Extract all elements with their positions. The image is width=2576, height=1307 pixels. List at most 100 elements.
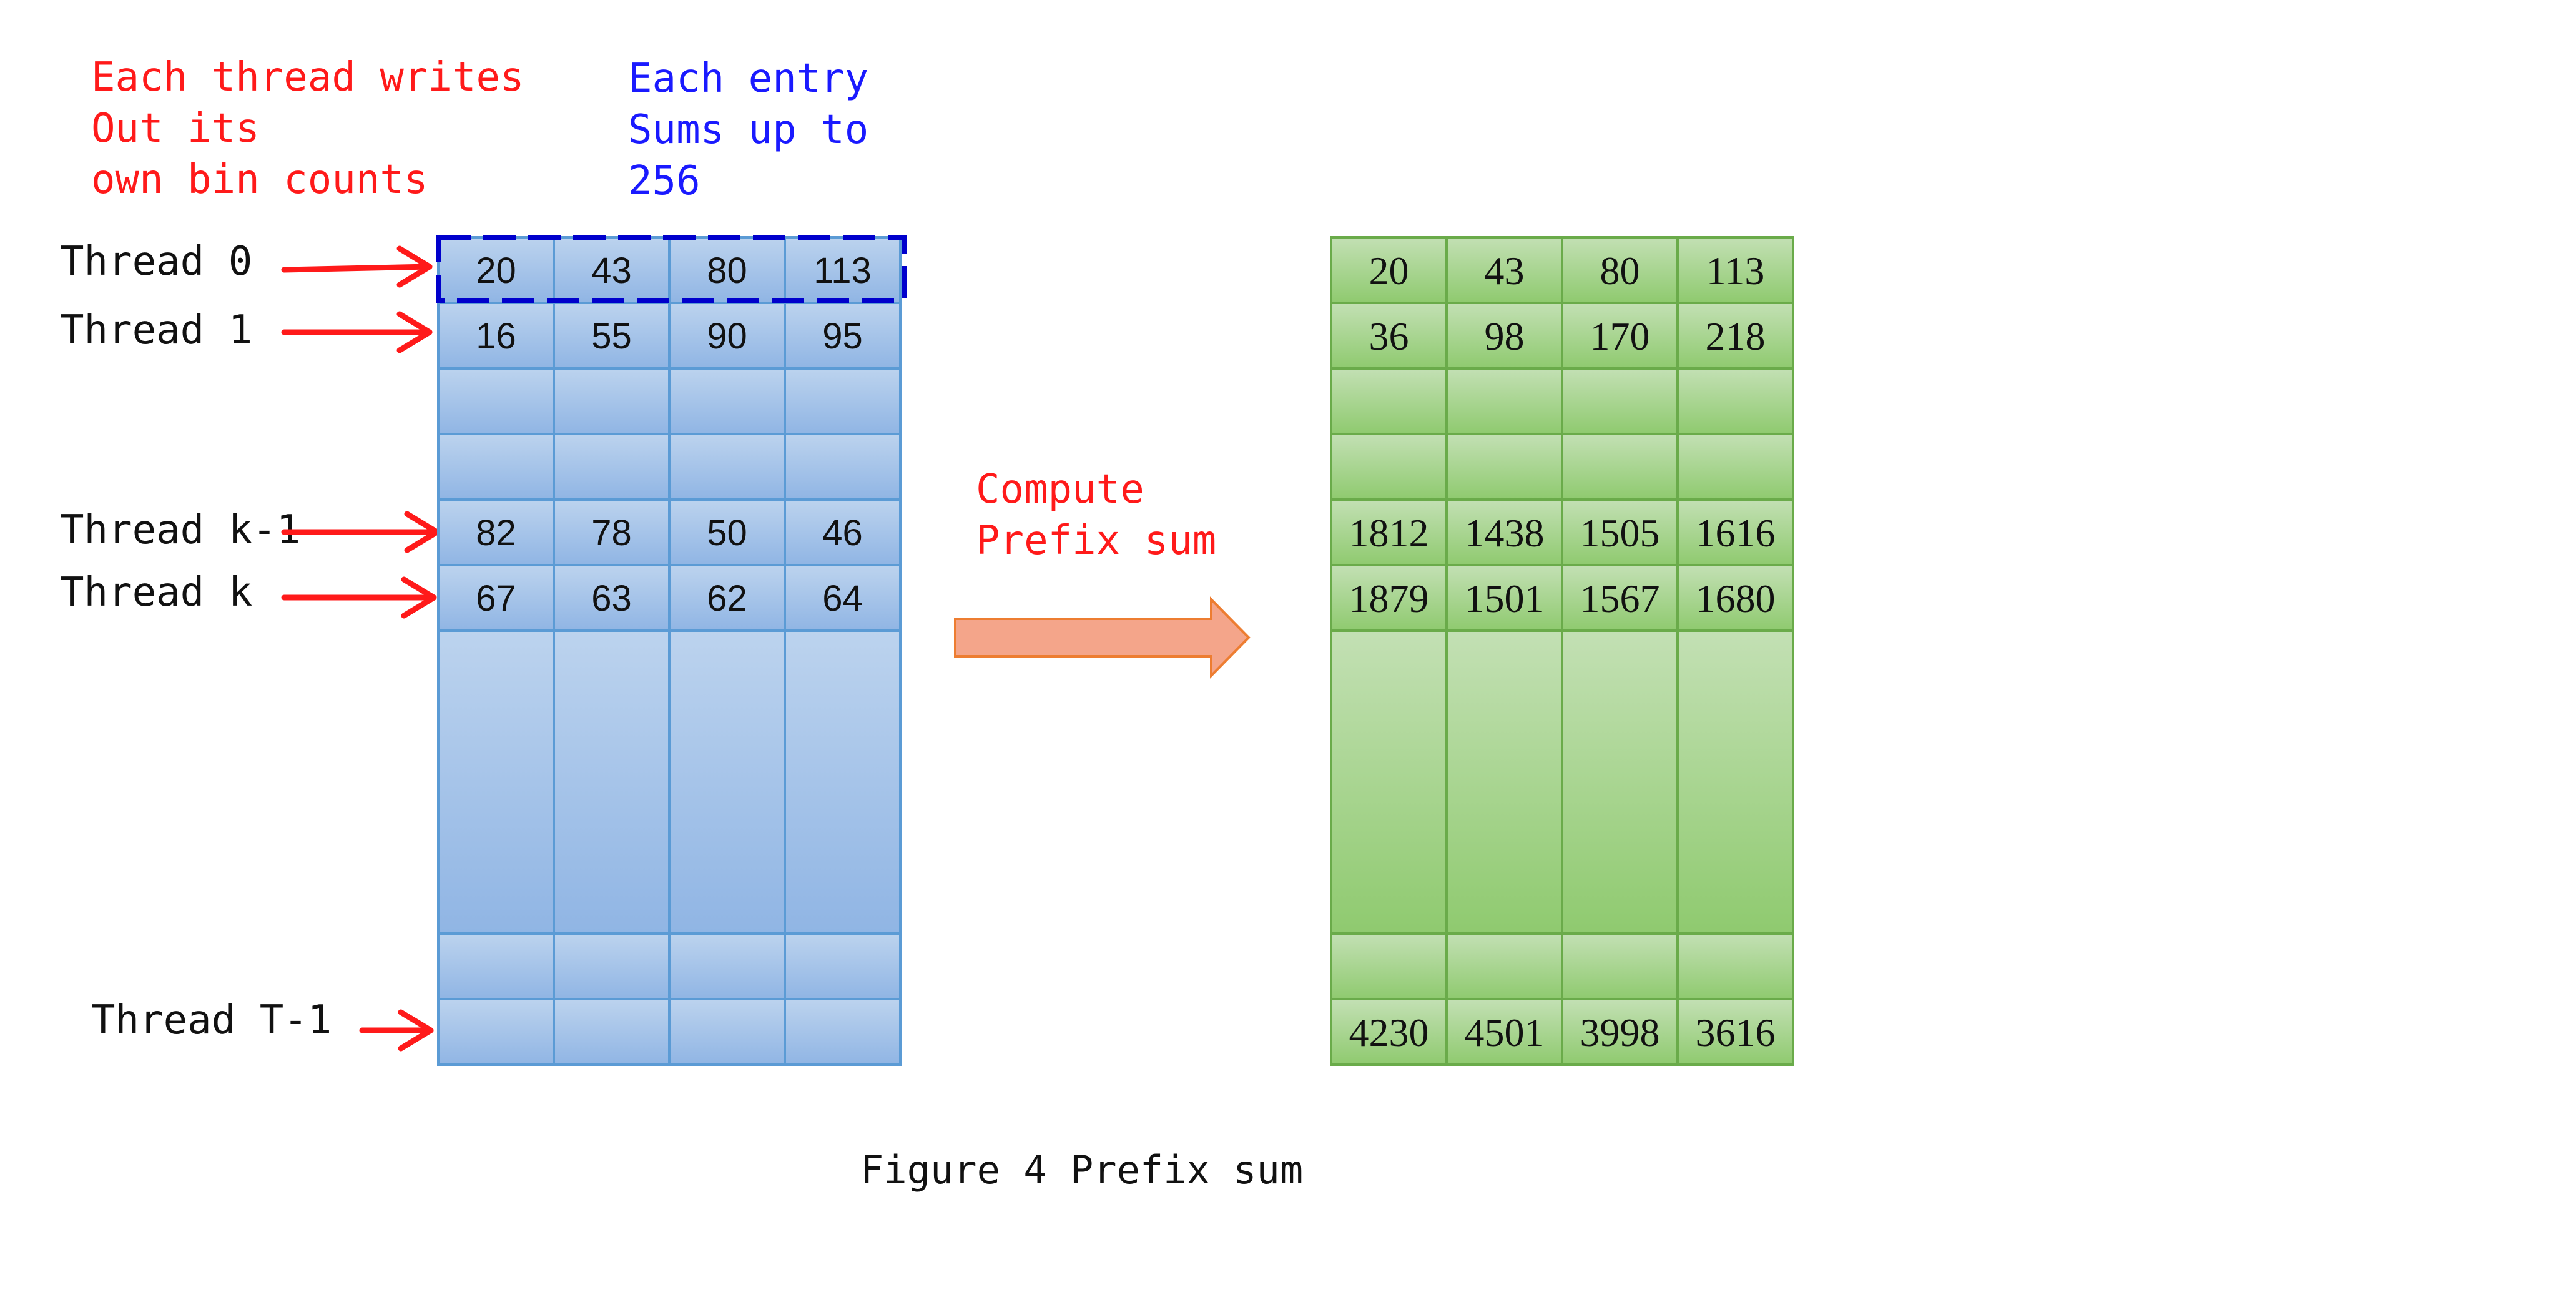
cell-value: 43 <box>1485 249 1525 293</box>
table-cell <box>1676 998 1794 1066</box>
table-cell <box>437 998 555 1066</box>
cell-value: 4501 <box>1465 1010 1545 1055</box>
red-note-line: Out its <box>91 106 260 152</box>
cell-value: 1680 <box>1696 576 1776 621</box>
table-cell <box>553 367 671 435</box>
table-row <box>437 433 902 501</box>
red-note: Each thread writes Out its own bin count… <box>91 54 548 203</box>
pointer-arrow-icon <box>359 1009 434 1052</box>
table-cell <box>437 367 555 435</box>
blue-note: Each entry Sums up to 256 <box>628 56 893 204</box>
thread-1-label: Thread 1 <box>60 307 252 353</box>
transform-label-line: Prefix sum <box>976 518 1216 564</box>
thread-pointer-arrows <box>281 245 440 1052</box>
table-cell <box>1676 367 1794 435</box>
table-cell <box>784 932 902 1000</box>
thread-labels: Thread 0 Thread 1 Thread k-1 Thread k Th… <box>60 239 332 1043</box>
table-cell <box>1561 629 1679 935</box>
table-row: 4230 4501 3998 3616 <box>1330 998 1794 1066</box>
table-cell <box>1445 302 1563 370</box>
table-row <box>437 629 902 935</box>
table-cell <box>437 932 555 1000</box>
cell-value: 113 <box>1706 249 1765 293</box>
table-row: 16 55 90 95 <box>437 302 902 370</box>
table-cell <box>1330 998 1448 1066</box>
cell-value: 62 <box>707 578 747 619</box>
table-row: 1879 1501 1567 1680 <box>1330 564 1794 632</box>
cell-value: 1567 <box>1580 576 1660 621</box>
table-cell <box>668 433 786 501</box>
cell-value: 63 <box>591 578 632 619</box>
left-count-table: 20 43 80 113 16 55 90 95 82 78 50 46 67 63 62 64 <box>437 236 902 1066</box>
table-cell <box>553 498 671 566</box>
table-cell <box>1561 433 1679 501</box>
table-cell <box>553 998 671 1066</box>
cell-value: 50 <box>707 513 747 553</box>
cell-value: 46 <box>822 513 863 553</box>
thread-k-label: Thread k <box>60 570 252 616</box>
cell-value: 80 <box>1600 249 1640 293</box>
table-cell <box>1676 433 1794 501</box>
cell-value: 20 <box>476 250 516 291</box>
red-note-line: Each thread writes <box>91 54 524 101</box>
thread-0-row-highlight <box>436 235 907 303</box>
table-cell <box>553 433 671 501</box>
table-cell <box>1676 564 1794 632</box>
cell-value: 218 <box>1706 314 1766 358</box>
table-cell <box>1561 367 1679 435</box>
table-cell <box>1445 367 1563 435</box>
table-cell <box>1445 629 1563 935</box>
table-cell <box>784 498 902 566</box>
table-cell <box>1445 236 1563 304</box>
table-cell <box>668 367 786 435</box>
blue-note-line: Each entry <box>628 56 868 102</box>
cell-value: 113 <box>814 250 871 291</box>
table-cell <box>1676 236 1794 304</box>
table-cell <box>1676 932 1794 1000</box>
table-cell <box>784 433 902 501</box>
table-cell <box>1330 236 1448 304</box>
table-row: 1812 1438 1505 1616 <box>1330 498 1794 566</box>
table-cell <box>1330 498 1448 566</box>
table-cell <box>1561 498 1679 566</box>
cell-value: 170 <box>1590 314 1650 358</box>
table-cell <box>1561 236 1679 304</box>
table-cell <box>1561 564 1679 632</box>
table-cell <box>437 236 555 304</box>
thread-t-1-label: Thread T-1 <box>91 997 332 1043</box>
table-row: 20 43 80 113 <box>1330 236 1794 304</box>
table-cell <box>1330 367 1448 435</box>
cell-value: 1438 <box>1465 511 1545 555</box>
pointer-arrow-icon <box>281 311 433 353</box>
table-cell <box>1445 932 1563 1000</box>
cell-value: 1616 <box>1696 511 1776 555</box>
table-cell <box>784 564 902 632</box>
table-cell <box>553 932 671 1000</box>
table-cell <box>1445 998 1563 1066</box>
transform-label-line: Compute <box>976 466 1144 513</box>
table-row <box>1330 367 1794 435</box>
cell-value: 16 <box>476 316 516 357</box>
table-cell <box>437 433 555 501</box>
table-row <box>1330 932 1794 1000</box>
table-cell <box>668 498 786 566</box>
cell-value: 98 <box>1485 314 1525 358</box>
cell-value: 1812 <box>1349 511 1429 555</box>
figure-caption: Figure 4 Prefix sum <box>860 1147 1303 1193</box>
cell-value: 64 <box>822 578 863 619</box>
table-cell <box>1676 629 1794 935</box>
table-row: 67 63 62 64 <box>437 564 902 632</box>
table-cell <box>1676 498 1794 566</box>
cell-value: 36 <box>1369 314 1409 358</box>
cell-value: 20 <box>1369 249 1409 293</box>
cell-value: 1505 <box>1580 511 1660 555</box>
blue-note-line: 256 <box>628 158 701 204</box>
cell-value: 80 <box>707 250 747 291</box>
table-row <box>437 932 902 1000</box>
table-cell <box>1445 498 1563 566</box>
blue-note-line: Sums up to <box>628 107 868 153</box>
table-row <box>1330 433 1794 501</box>
table-cell <box>784 302 902 370</box>
thread-k-1-label: Thread k-1 <box>60 507 300 553</box>
